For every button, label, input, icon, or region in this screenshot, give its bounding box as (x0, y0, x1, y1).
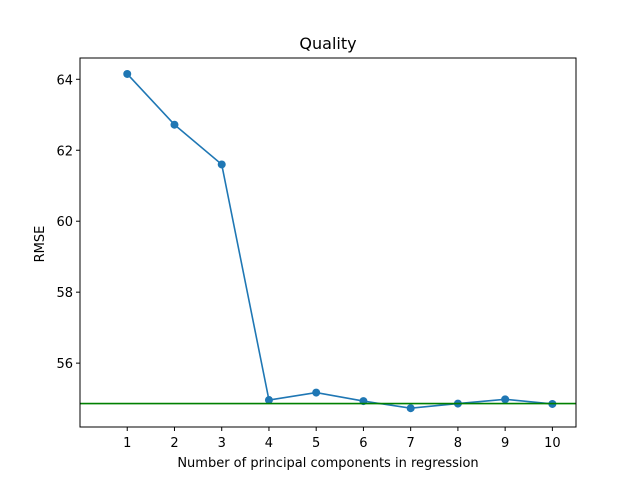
data-point (170, 120, 179, 129)
x-tick-label: 9 (501, 436, 509, 451)
chart-title: Quality (299, 34, 356, 53)
series-line (126, 73, 553, 410)
x-tick-label: 5 (312, 436, 320, 451)
data-point (312, 388, 321, 397)
x-tick-label: 3 (218, 436, 226, 451)
axes-frame (79, 57, 577, 428)
y-tick-label: 56 (56, 357, 73, 372)
x-tick-label: 4 (265, 436, 273, 451)
x-tick-label: 8 (454, 436, 462, 451)
x-tick-label: 2 (170, 436, 178, 451)
data-point (406, 404, 415, 413)
data-point (264, 396, 273, 405)
data-point (123, 69, 132, 78)
x-tick-label: 1 (123, 436, 131, 451)
y-axis-label: RMSE (33, 226, 48, 263)
data-point (501, 395, 510, 404)
x-tick-label: 10 (544, 436, 561, 451)
x-tick-label: 7 (407, 436, 415, 451)
y-tick-label: 60 (56, 215, 73, 230)
x-tick-label: 6 (359, 436, 367, 451)
data-point (217, 160, 226, 169)
y-tick-label: 58 (56, 286, 73, 301)
y-tick-label: 62 (56, 144, 73, 159)
y-tick-label: 64 (56, 73, 73, 88)
x-axis-label: Number of principal components in regres… (177, 456, 478, 471)
